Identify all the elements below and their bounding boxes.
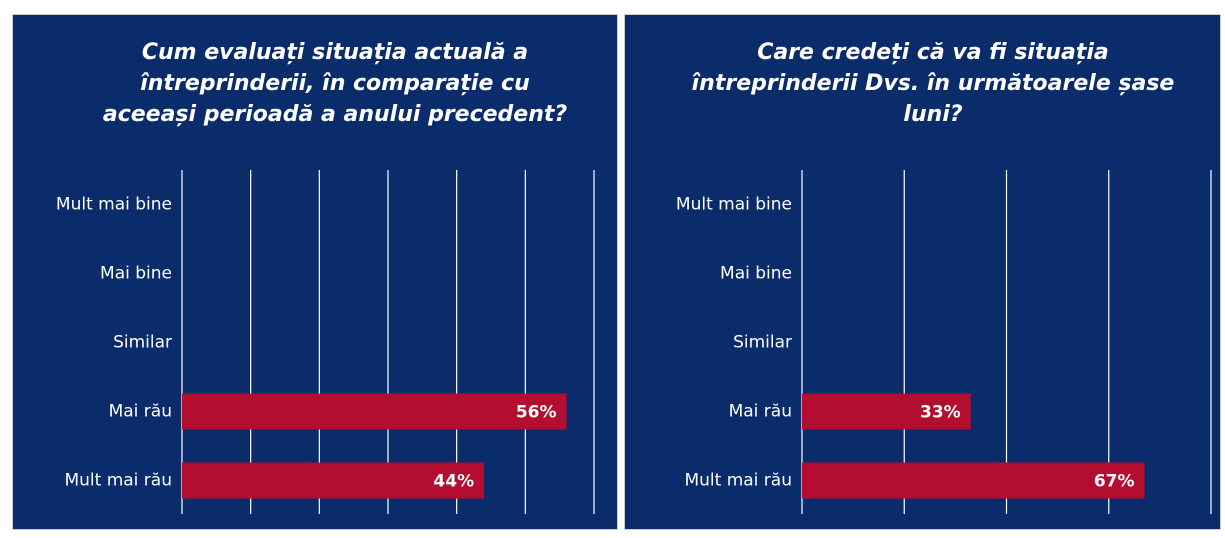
chart-panel: Cum evaluați situația actuală a întrepri… bbox=[12, 14, 618, 530]
y-tick-label: Mai rău bbox=[109, 402, 172, 422]
bar bbox=[802, 393, 971, 430]
y-tick-label: Mult mai bine bbox=[676, 195, 792, 215]
bar bbox=[802, 462, 1145, 499]
chart: Mult mai bine Mai bine Similar Mai rău 33% Mu… bbox=[676, 170, 1212, 514]
y-tick-label: Similar bbox=[113, 333, 172, 353]
y-tick-label: Mai bine bbox=[100, 264, 172, 284]
data-label: 67% bbox=[1094, 472, 1135, 492]
data-label: 44% bbox=[433, 472, 474, 492]
chart-title: Care credeți că va fi situația întreprin… bbox=[691, 40, 1175, 127]
chart: Mult mai bine Mai bine Similar Mai rău 56% Mu… bbox=[56, 170, 595, 514]
chart-panel: Care credeți că va fi situația întreprin… bbox=[624, 14, 1221, 530]
bar bbox=[182, 393, 567, 430]
bar bbox=[182, 462, 485, 499]
y-tick-label: Similar bbox=[733, 333, 792, 353]
chart-title: Cum evaluați situația actuală a întrepri… bbox=[102, 40, 568, 127]
data-label: 56% bbox=[516, 403, 557, 423]
y-tick-label: Mai bine bbox=[720, 264, 792, 284]
y-tick-label: Mult mai bine bbox=[56, 195, 172, 215]
y-tick-label: Mult mai rău bbox=[684, 471, 792, 491]
y-tick-label: Mult mai rău bbox=[64, 471, 172, 491]
y-tick-label: Mai rău bbox=[729, 402, 792, 422]
data-label: 33% bbox=[920, 403, 961, 423]
